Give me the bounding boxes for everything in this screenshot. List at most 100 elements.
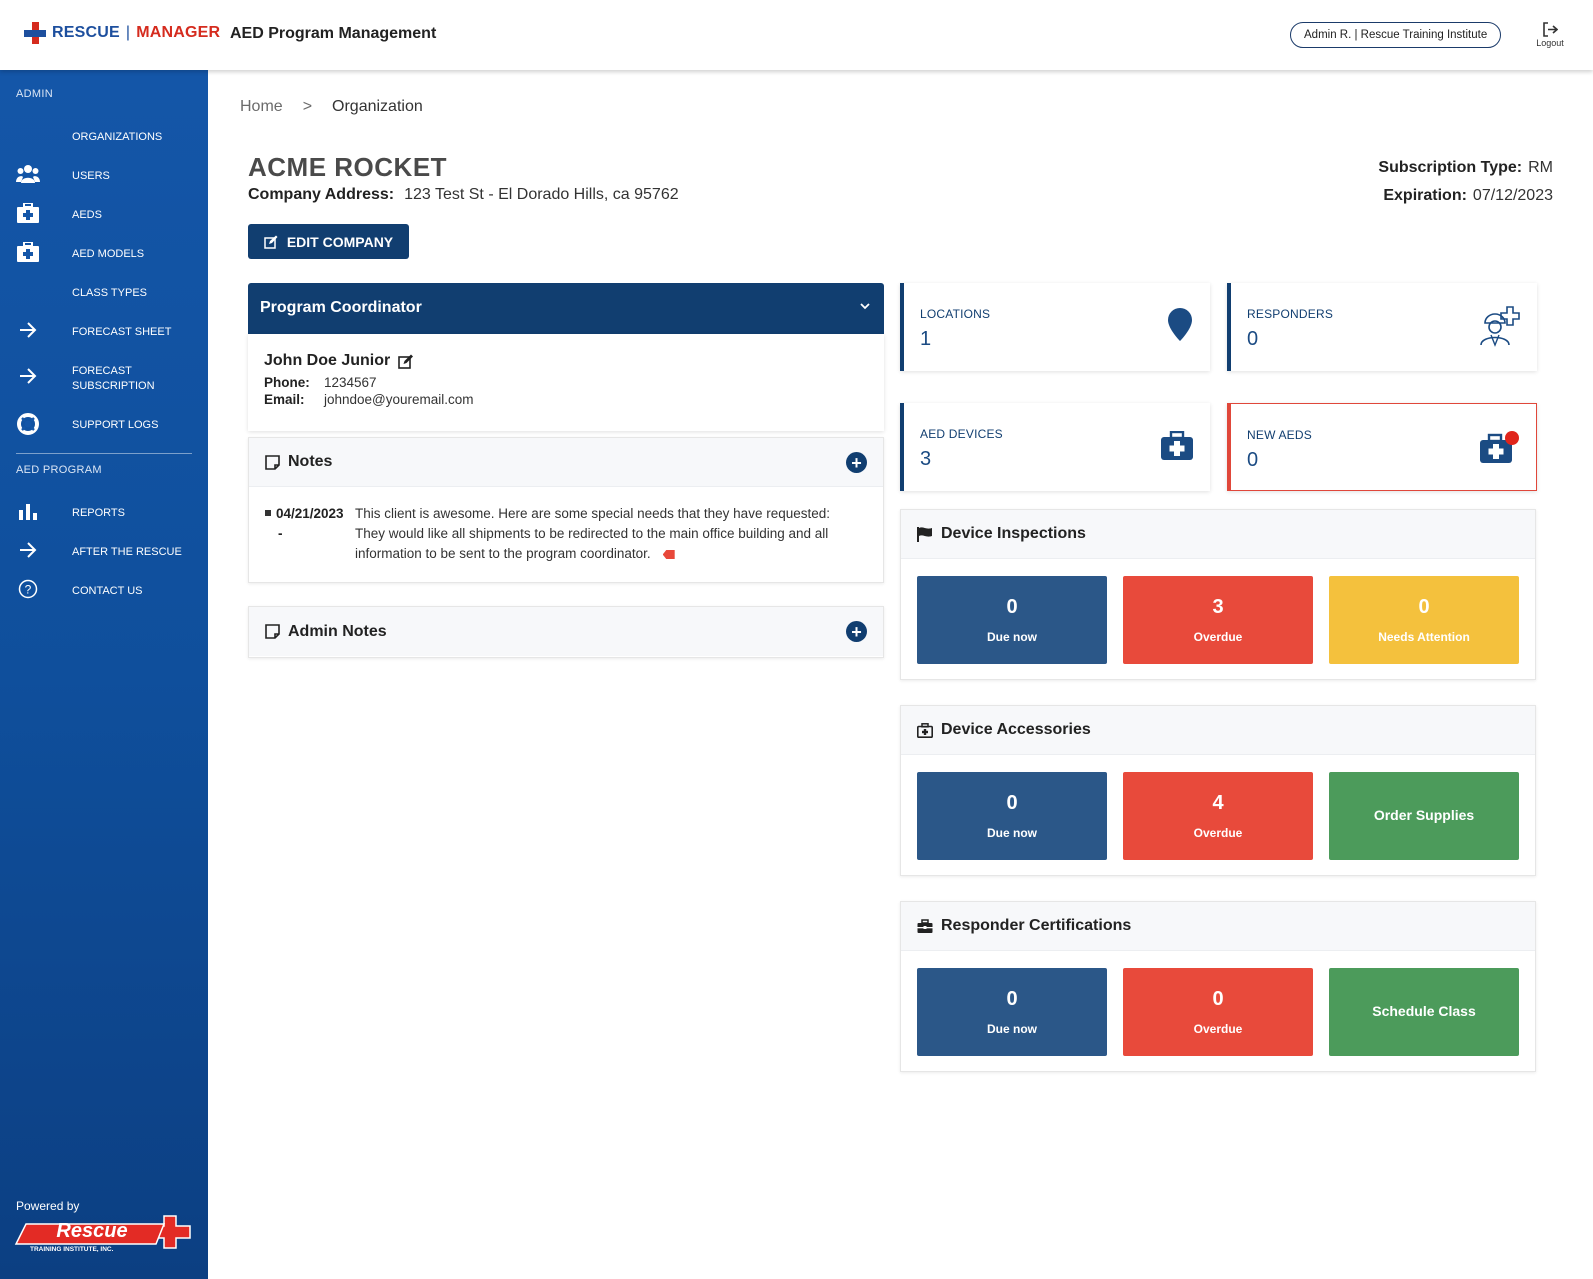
rescue-manager-logo[interactable]: RESCUE | MANAGER	[24, 22, 220, 44]
phone-label: Phone:	[264, 375, 310, 390]
sidebar-item-label: FORECAST SHEET	[72, 326, 172, 338]
note-date-value: 04/21/2023	[276, 506, 344, 521]
tile-value: 3	[1212, 596, 1224, 618]
new-aeds-stat-card[interactable]: NEW AEDS 0	[1227, 403, 1537, 491]
coordinator-phone: 1234567	[324, 375, 377, 390]
tile-label: Overdue	[1193, 630, 1243, 644]
cross-logo-icon	[24, 22, 46, 44]
arrow-right-icon	[16, 365, 40, 387]
sidebar-item-class-types[interactable]: CLASS TYPES	[0, 286, 208, 318]
tile-label: Due now	[987, 630, 1037, 644]
admin-notes-card: Admin Notes +	[248, 606, 884, 658]
tag-icon[interactable]	[662, 549, 675, 559]
locations-label: LOCATIONS	[920, 307, 991, 321]
top-header: RESCUE | MANAGER AED Program Management …	[0, 0, 1593, 70]
sidebar-item-reports[interactable]: REPORTS	[0, 504, 208, 538]
medkit-icon	[917, 722, 933, 738]
subscription-info: Subscription Type: RM Expiration: 07/12/20…	[1378, 154, 1553, 210]
bar-chart-icon	[16, 500, 40, 522]
plus-icon: +	[851, 452, 862, 473]
company-address: Company Address: 123 Test St - El Dorado …	[248, 186, 679, 204]
device-inspections-header: Device Inspections	[901, 510, 1535, 559]
add-note-button[interactable]: +	[846, 452, 867, 473]
subscription-type-label: Subscription Type:	[1378, 159, 1523, 176]
inspections-due-now-tile[interactable]: 0 Due now	[917, 576, 1107, 664]
expiration-label: Expiration:	[1383, 187, 1467, 204]
program-coordinator-body: John Doe Junior Phone: 1234567 Email: john…	[248, 334, 884, 431]
sidebar-item-organizations[interactable]: ORGANIZATIONS	[0, 130, 208, 162]
device-accessories-card: Device Accessories 0 Due now 4 Overdue O…	[900, 705, 1536, 876]
note-bullet	[265, 510, 271, 516]
responders-stat-card[interactable]: RESPONDERS 0	[1227, 283, 1537, 371]
inspections-needs-attention-tile[interactable]: 0 Needs Attention	[1329, 576, 1519, 664]
sidebar-item-users[interactable]: USERS	[0, 165, 208, 201]
email-label: Email:	[264, 392, 305, 407]
sidebar-item-aeds[interactable]: AEDS	[0, 203, 208, 240]
breadcrumb-current: Organization	[332, 98, 423, 115]
medkit-icon	[16, 241, 40, 263]
logo-separator: |	[125, 24, 131, 41]
locations-stat-card[interactable]: LOCATIONS 1	[900, 283, 1210, 371]
sidebar-item-label: REPORTS	[72, 507, 125, 519]
program-coordinator-header[interactable]: Program Coordinator	[248, 283, 884, 334]
sidebar-item-aed-models[interactable]: AED MODELS	[0, 242, 208, 279]
logout-icon	[1543, 22, 1558, 37]
medkit-icon	[1161, 431, 1193, 460]
responder-certifications-card: Responder Certifications 0 Due now 0 Ove…	[900, 901, 1536, 1072]
tile-label: Due now	[987, 1022, 1037, 1036]
accessories-due-now-tile[interactable]: 0 Due now	[917, 772, 1107, 860]
svg-text:?: ?	[25, 583, 32, 597]
sidebar-item-forecast-sheet[interactable]: FORECAST SHEET	[0, 322, 208, 357]
sidebar-item-label: AFTER THE RESCUE	[72, 546, 182, 558]
flag-icon	[917, 526, 932, 542]
order-supplies-label: Order Supplies	[1373, 807, 1475, 823]
tile-value: 0	[1006, 596, 1018, 618]
logout-label: Logout	[1536, 38, 1564, 48]
add-admin-note-button[interactable]: +	[846, 621, 867, 642]
tile-value: 0	[1006, 988, 1018, 1010]
device-accessories-header: Device Accessories	[901, 706, 1535, 755]
coordinator-email-row: Email: johndoe@youremail.com	[264, 392, 868, 407]
sidebar-item-after-the-rescue[interactable]: AFTER THE RESCUE	[0, 542, 208, 577]
note-date-dash: -	[278, 526, 283, 541]
inspections-overdue-tile[interactable]: 3 Overdue	[1123, 576, 1313, 664]
arrow-right-icon	[16, 539, 40, 561]
logout-button[interactable]: Logout	[1532, 22, 1568, 48]
tile-label: Overdue	[1193, 826, 1243, 840]
users-icon	[16, 163, 40, 185]
order-supplies-button[interactable]: Order Supplies	[1329, 772, 1519, 860]
chevron-down-icon	[860, 303, 870, 310]
certifications-overdue-tile[interactable]: 0 Overdue	[1123, 968, 1313, 1056]
schedule-class-button[interactable]: Schedule Class	[1329, 968, 1519, 1056]
edit-company-button[interactable]: EDIT COMPANY	[248, 224, 409, 259]
sidebar-item-forecast-subscription[interactable]: FORECAST SUBSCRIPTION	[0, 364, 208, 404]
aed-devices-label: AED DEVICES	[920, 427, 1003, 441]
accessories-overdue-tile[interactable]: 4 Overdue	[1123, 772, 1313, 860]
certifications-due-now-tile[interactable]: 0 Due now	[917, 968, 1107, 1056]
briefcase-icon	[917, 918, 933, 933]
rescue-logo-text: Rescue	[56, 1220, 128, 1242]
edit-icon	[264, 235, 278, 249]
aed-devices-value: 3	[920, 448, 932, 470]
device-inspections-card: Device Inspections 0 Due now 3 Overdue 0…	[900, 509, 1536, 680]
sidebar-item-support-logs[interactable]: SUPPORT LOGS	[0, 413, 208, 450]
device-inspections-title: Device Inspections	[941, 525, 1086, 542]
company-name: ACME ROCKET	[248, 152, 448, 182]
note-text-value: This client is awesome. Here are some sp…	[355, 506, 830, 561]
responder-certifications-title: Responder Certifications	[941, 917, 1132, 934]
sidebar-item-contact-us[interactable]: ? CONTACT US	[0, 579, 208, 616]
breadcrumb: Home > Organization	[240, 98, 423, 116]
edit-coordinator-icon[interactable]	[398, 354, 414, 369]
responder-certifications-tiles: 0 Due now 0 Overdue Schedule Class	[917, 968, 1519, 1056]
powered-by-label: Powered by	[16, 1199, 80, 1213]
sidebar-divider	[16, 453, 192, 454]
new-aeds-label: NEW AEDS	[1247, 428, 1312, 442]
sidebar-item-label: AEDS	[72, 209, 102, 221]
question-circle-icon: ?	[16, 578, 40, 600]
note-date: 04/21/2023 -	[276, 504, 356, 544]
breadcrumb-home[interactable]: Home	[240, 98, 283, 115]
breadcrumb-separator: >	[302, 98, 313, 115]
coordinator-email: johndoe@youremail.com	[324, 392, 474, 407]
user-account-pill[interactable]: Admin R. | Rescue Training Institute	[1290, 22, 1502, 48]
aed-devices-stat-card[interactable]: AED DEVICES 3	[900, 403, 1210, 491]
